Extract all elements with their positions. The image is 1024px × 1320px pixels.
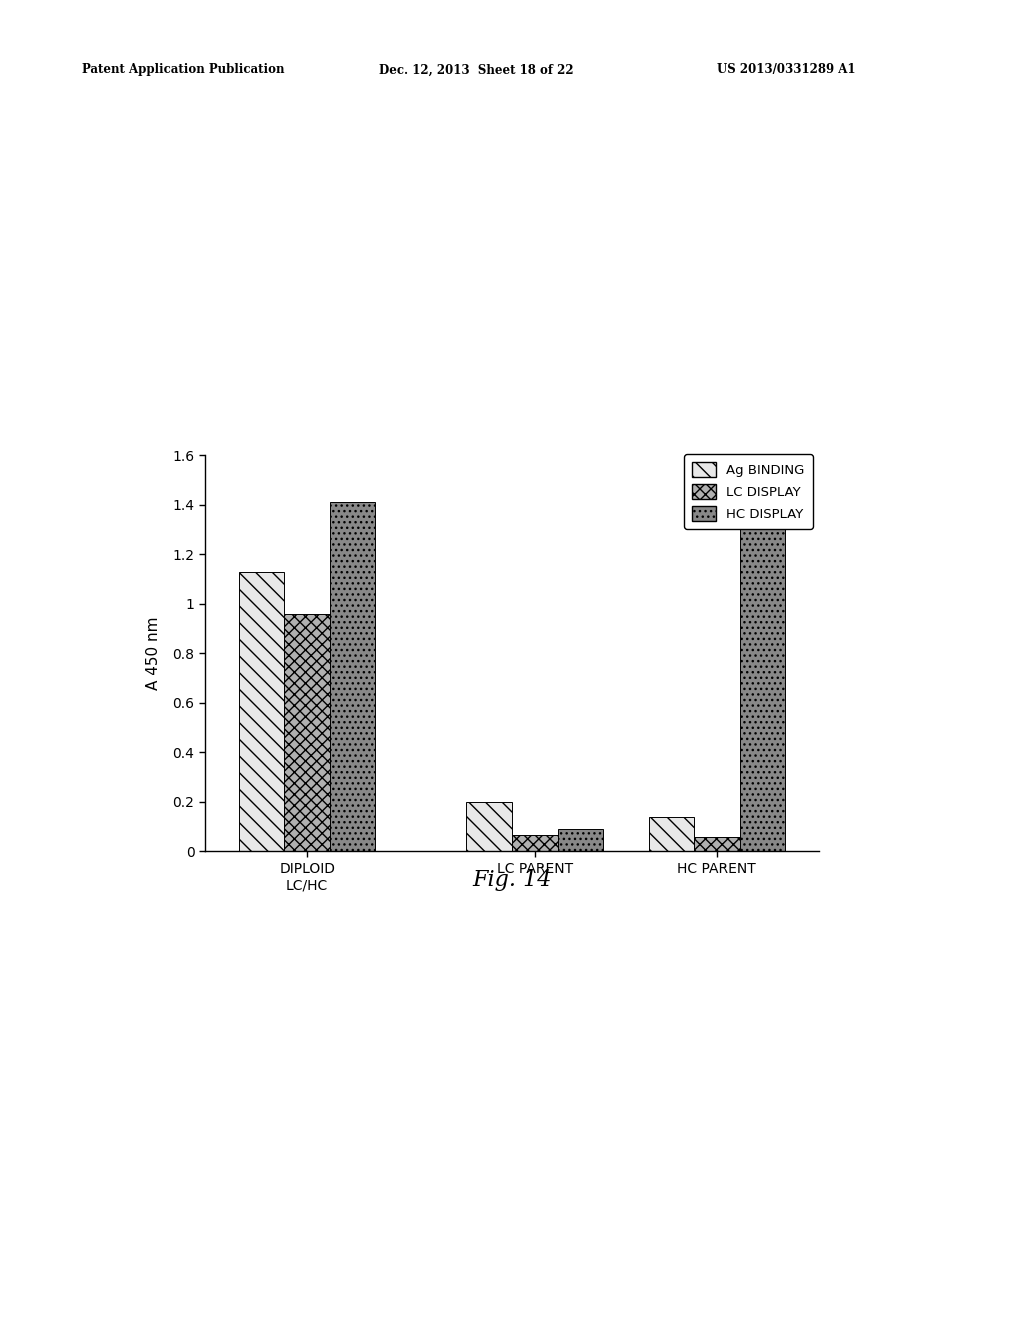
Y-axis label: A 450 nm: A 450 nm bbox=[146, 616, 161, 690]
Bar bbox=[648, 817, 694, 851]
Bar bbox=[512, 836, 557, 851]
Bar bbox=[694, 837, 739, 851]
Text: Fig. 14: Fig. 14 bbox=[472, 869, 552, 891]
Bar bbox=[285, 614, 330, 851]
Legend: Ag BINDING, LC DISPLAY, HC DISPLAY: Ag BINDING, LC DISPLAY, HC DISPLAY bbox=[684, 454, 813, 529]
Bar bbox=[330, 503, 376, 851]
Bar bbox=[557, 829, 603, 851]
Bar bbox=[467, 801, 512, 851]
Text: Dec. 12, 2013  Sheet 18 of 22: Dec. 12, 2013 Sheet 18 of 22 bbox=[379, 63, 573, 77]
Text: US 2013/0331289 A1: US 2013/0331289 A1 bbox=[717, 63, 855, 77]
Text: Patent Application Publication: Patent Application Publication bbox=[82, 63, 285, 77]
Bar bbox=[739, 517, 785, 851]
Bar bbox=[239, 572, 285, 851]
